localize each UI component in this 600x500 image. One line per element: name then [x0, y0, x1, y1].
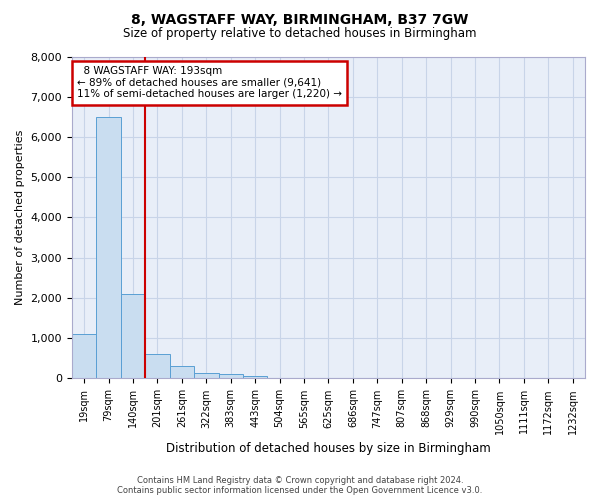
Bar [194, 373, 218, 378]
Bar [145, 354, 170, 378]
Bar [72, 334, 97, 378]
Bar [170, 366, 194, 378]
Text: 8, WAGSTAFF WAY, BIRMINGHAM, B37 7GW: 8, WAGSTAFF WAY, BIRMINGHAM, B37 7GW [131, 12, 469, 26]
Y-axis label: Number of detached properties: Number of detached properties [15, 130, 25, 305]
Text: Size of property relative to detached houses in Birmingham: Size of property relative to detached ho… [123, 28, 477, 40]
Bar [243, 376, 268, 378]
X-axis label: Distribution of detached houses by size in Birmingham: Distribution of detached houses by size … [166, 442, 491, 455]
Text: 8 WAGSTAFF WAY: 193sqm
← 89% of detached houses are smaller (9,641)
11% of semi-: 8 WAGSTAFF WAY: 193sqm ← 89% of detached… [77, 66, 342, 100]
Bar [218, 374, 243, 378]
Bar [97, 117, 121, 378]
Bar [121, 294, 145, 378]
Text: Contains HM Land Registry data © Crown copyright and database right 2024.
Contai: Contains HM Land Registry data © Crown c… [118, 476, 482, 495]
